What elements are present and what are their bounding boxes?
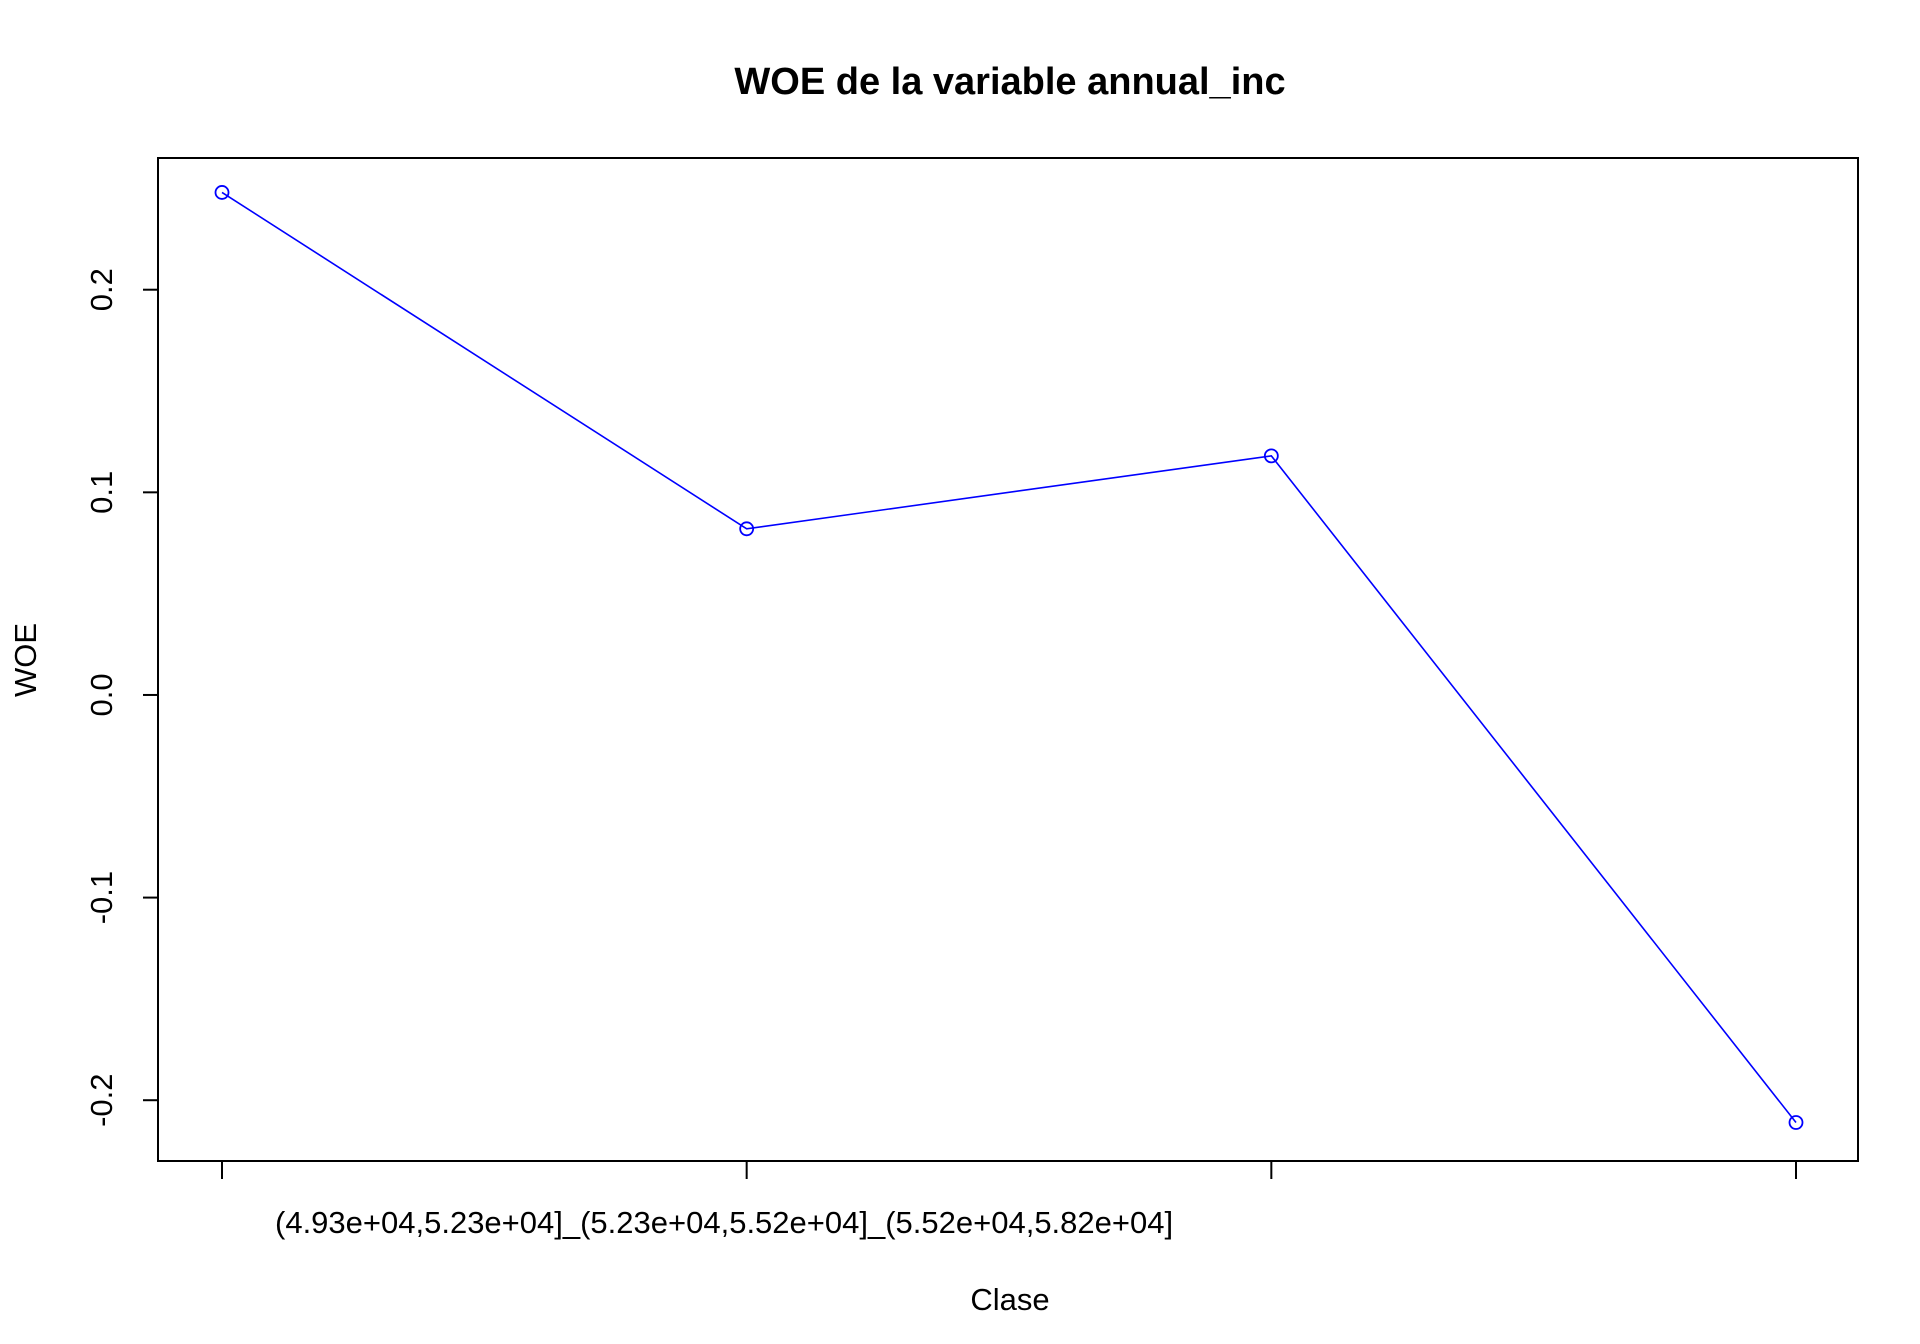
data-point <box>739 521 755 537</box>
x-axis-label: Clase <box>970 1282 1049 1317</box>
data-point <box>214 185 230 200</box>
y-axis: -0.2 -0.1 0.0 0.1 0.2 <box>84 268 159 1127</box>
x-tick-label: (4.93e+04,5.23e+04]_(5.23e+04,5.52e+04]_… <box>275 1205 1173 1240</box>
woe-series <box>214 185 1804 1130</box>
y-tick-label: -0.2 <box>84 1074 119 1127</box>
y-tick-label: 0.0 <box>84 673 119 716</box>
y-tick-label: 0.1 <box>84 471 119 514</box>
y-tick-label: 0.2 <box>84 268 119 311</box>
plot-frame <box>157 157 1859 1162</box>
series-line <box>221 191 1797 1123</box>
data-point <box>1788 1115 1804 1130</box>
y-tick-label: -0.1 <box>84 871 119 924</box>
y-axis-label: WOE <box>8 623 43 697</box>
data-point <box>1263 448 1279 464</box>
x-axis <box>221 1160 1797 1179</box>
chart-title: WOE de la variable annual_inc <box>734 61 1285 103</box>
